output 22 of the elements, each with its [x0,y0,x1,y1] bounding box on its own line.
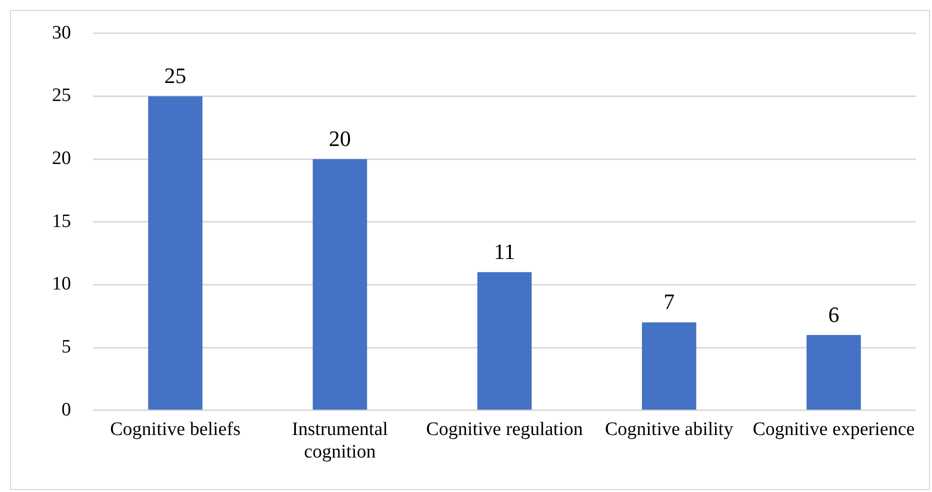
bar [806,335,861,410]
y-tick-label: 10 [52,274,71,295]
bar [477,272,532,410]
y-tick-label: 25 [52,85,71,106]
data-label: 20 [328,126,351,151]
y-tick-label: 20 [52,148,71,170]
y-tick-label: 0 [62,399,71,420]
data-label: 25 [164,63,186,88]
bar [642,322,696,410]
x-tick-label: Cognitive experience [752,418,915,440]
y-tick-label: 15 [52,210,71,232]
x-tick-label: Cognitive regulation [426,418,584,440]
x-tick-label: Cognitive ability [604,418,734,440]
bar [148,96,202,410]
x-tick-label: Instrumental cognition [292,418,388,463]
y-tick-label: 30 [52,22,71,44]
data-label: 7 [664,289,675,314]
bar [312,159,368,410]
data-label: 11 [494,238,516,264]
x-tick-label: Cognitive beliefs [110,418,240,440]
y-tick-label: 5 [62,336,71,358]
data-label: 6 [828,302,840,327]
